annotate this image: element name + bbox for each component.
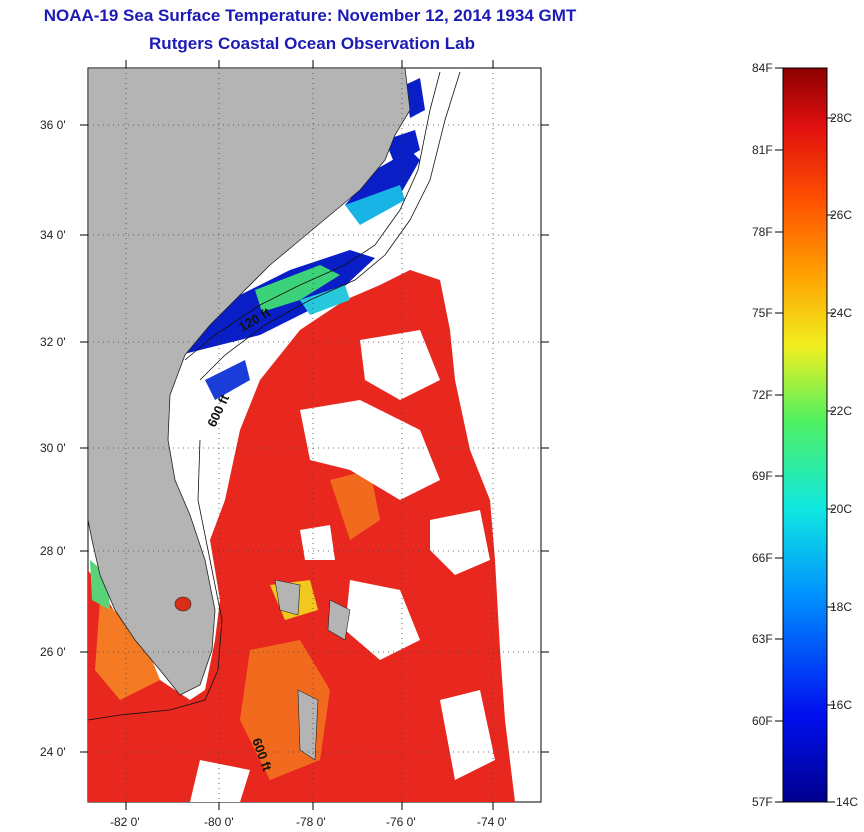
colorbar-f-75: 75F (752, 306, 773, 320)
colorbar-f-60: 60F (752, 714, 773, 728)
colorbar-f-72: 72F (752, 388, 773, 402)
cloud-gap-3 (345, 580, 420, 660)
colorbar-c-28: 28C (830, 111, 853, 125)
map-title: NOAA-19 Sea Surface Temperature: Novembe… (43, 6, 577, 25)
colorbar-ticks (775, 67, 835, 803)
contour-florida-shelf (88, 439, 223, 721)
cyan-shelf-band-ne (345, 185, 405, 225)
bahamas-island-1 (274, 579, 301, 616)
lon-label-82: -82 0' (110, 815, 140, 829)
lake-okeechobee (174, 596, 192, 612)
contour-120ft (184, 71, 441, 361)
lat-label-26: 26 0' (40, 645, 66, 659)
colorbar-c-24: 24C (830, 306, 853, 320)
colorbar-f-57: 57F (752, 795, 773, 809)
colorbar-c-26: 26C (830, 208, 853, 222)
cyan-shelf-band-sc (300, 285, 350, 315)
lat-label-28: 28 0' (40, 544, 66, 558)
cloud-gap-4 (440, 690, 495, 780)
colorbar-c-18: 18C (830, 600, 853, 614)
colorbar-c-20: 20C (830, 502, 853, 516)
cloud-gap-1 (300, 400, 440, 500)
colorbar (782, 67, 828, 803)
lon-label-76: -76 0' (386, 815, 416, 829)
colorbar-f-78: 78F (752, 225, 773, 239)
lat-label-34: 34 0' (40, 228, 66, 242)
axis-ticks (80, 60, 549, 810)
colorbar-f-69: 69F (752, 469, 773, 483)
colorbar-f-66: 66F (752, 551, 773, 565)
orange-patch-3 (95, 600, 160, 700)
cloud-gap-2 (430, 510, 490, 575)
bahamas-island-2 (297, 689, 319, 761)
colorbar-f-84: 84F (752, 61, 773, 75)
colorbar-c-14: 14C (836, 795, 859, 809)
cold-shelf-band-ga (205, 360, 250, 400)
land-mass (88, 68, 411, 696)
lat-label-30: 30 0' (40, 441, 66, 455)
bahamas-island-3 (327, 599, 351, 641)
map-subtitle: Rutgers Coastal Ocean Observation Lab (149, 34, 475, 53)
cloud-gap-7 (300, 525, 335, 560)
lon-label-74: -74 0' (477, 815, 507, 829)
colorbar-f-63: 63F (752, 632, 773, 646)
colorbar-c-22: 22C (830, 404, 853, 418)
colorbar-f-81: 81F (752, 143, 773, 157)
map-content (88, 68, 515, 802)
cloud-gap-5 (190, 760, 250, 802)
contour-600ft (199, 71, 461, 381)
lon-label-80: -80 0' (204, 815, 234, 829)
lat-label-32: 32 0' (40, 335, 66, 349)
colorbar-c-16: 16C (830, 698, 853, 712)
lon-label-78: -78 0' (296, 815, 326, 829)
lat-label-24: 24 0' (40, 745, 66, 759)
orange-patch-2 (330, 470, 380, 540)
cloud-gap-6 (360, 330, 440, 400)
graticule (88, 68, 541, 802)
lat-label-36: 36 0' (40, 118, 66, 132)
